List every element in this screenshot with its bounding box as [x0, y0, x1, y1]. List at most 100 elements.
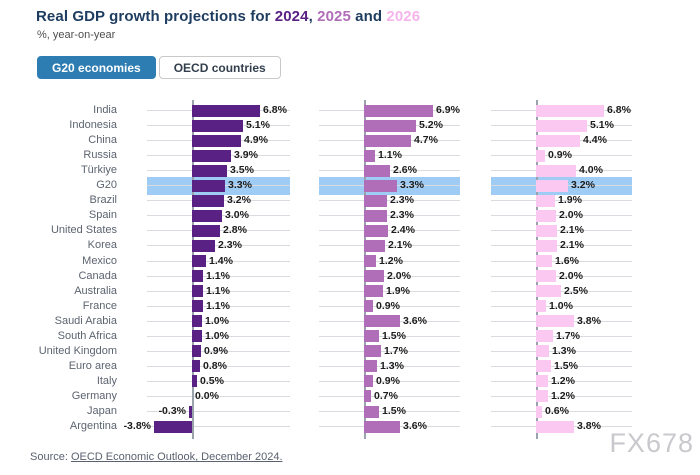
bar-2026[interactable] [536, 239, 557, 252]
bar-2025[interactable] [364, 134, 411, 147]
row-label: G20 [96, 179, 117, 192]
bar-2025[interactable] [364, 420, 400, 433]
bar-2026[interactable] [536, 345, 549, 358]
bar-2025[interactable] [364, 194, 387, 207]
gridline [319, 350, 460, 352]
bar-2024[interactable] [192, 285, 203, 298]
gridline [147, 411, 290, 412]
bar-2024[interactable] [154, 420, 192, 433]
bar-2025[interactable] [364, 179, 397, 192]
bar-2025[interactable] [364, 104, 433, 117]
gridline [491, 155, 632, 157]
bar-2025[interactable] [364, 119, 416, 132]
bar-2026[interactable] [536, 179, 568, 192]
bar-2024[interactable] [192, 164, 227, 177]
bar-2026[interactable] [536, 285, 561, 298]
gridline [147, 350, 290, 352]
bar-2024[interactable] [192, 149, 231, 162]
row-label: Spain [88, 209, 117, 222]
bar-2025[interactable] [364, 255, 376, 267]
bar-2025[interactable] [364, 360, 377, 373]
bar-2026[interactable] [536, 405, 542, 418]
bar-value-label: 3.3% [400, 179, 424, 192]
bar-2026[interactable] [536, 134, 580, 147]
row-label: Euro area [68, 359, 117, 372]
bar-2026[interactable] [536, 149, 545, 162]
bar-2024[interactable] [192, 345, 201, 358]
bar-2024[interactable] [192, 255, 206, 267]
bar-value-label: 3.3% [228, 179, 252, 192]
bar-2024[interactable] [192, 104, 260, 117]
bar-2025[interactable] [364, 149, 375, 162]
bar-2026[interactable] [536, 315, 574, 328]
bar-2024[interactable] [192, 194, 224, 207]
bar-2024[interactable] [192, 360, 200, 373]
bar-2026[interactable] [536, 375, 548, 388]
row-label: Saudi Arabia [54, 314, 117, 327]
bar-2026[interactable] [536, 420, 574, 433]
gridline [319, 365, 460, 367]
bar-2024[interactable] [189, 405, 192, 418]
bar-2024[interactable] [192, 300, 203, 313]
bar-2026[interactable] [536, 330, 553, 343]
bar-2026[interactable] [536, 270, 556, 283]
tab-oecd-countries[interactable]: OECD countries [158, 56, 281, 79]
source-prefix: Source: [30, 451, 71, 463]
bar-2025[interactable] [364, 300, 373, 313]
bar-2025[interactable] [364, 285, 383, 298]
bar-value-label: 1.3% [380, 359, 404, 372]
bar-2025[interactable] [364, 224, 388, 237]
bar-2024[interactable] [192, 270, 203, 283]
bar-2025[interactable] [364, 209, 387, 222]
source-link[interactable]: OECD Economic Outlook, December 2024. [70, 451, 283, 463]
gridline [491, 215, 632, 217]
bar-2024[interactable] [192, 315, 202, 328]
bar-2026[interactable] [536, 104, 604, 117]
gridline [491, 411, 632, 412]
bar-2025[interactable] [364, 390, 371, 403]
bar-2026[interactable] [536, 194, 555, 207]
bar-2024[interactable] [192, 375, 197, 388]
bar-value-label: 4.0% [579, 164, 603, 177]
bar-2024[interactable] [192, 224, 220, 237]
bar-2024[interactable] [192, 119, 243, 132]
bar-2025[interactable] [364, 315, 400, 328]
bar-value-label: 0.9% [204, 344, 228, 357]
bar-2025[interactable] [364, 375, 373, 388]
bar-2025[interactable] [364, 330, 379, 343]
bar-2024[interactable] [192, 330, 202, 343]
bar-2026[interactable] [536, 255, 552, 267]
bar-2026[interactable] [536, 390, 548, 403]
bar-value-label: 6.9% [436, 104, 460, 116]
gridline [147, 426, 290, 428]
bar-value-label: 3.2% [571, 179, 595, 192]
bar-2025[interactable] [364, 345, 381, 358]
bar-value-label: 4.4% [583, 134, 607, 147]
bar-value-label: 1.1% [206, 269, 230, 282]
bar-2026[interactable] [536, 224, 557, 237]
bar-2024[interactable] [192, 239, 215, 252]
bar-2025[interactable] [364, 164, 390, 177]
bar-2024[interactable] [192, 209, 222, 222]
bar-value-label: 1.3% [552, 344, 576, 357]
bar-2024[interactable] [192, 134, 241, 147]
bar-2026[interactable] [536, 300, 546, 313]
gridline [491, 260, 632, 262]
bar-2025[interactable] [364, 239, 385, 252]
bar-value-label: 1.2% [551, 374, 575, 387]
gridline [319, 245, 460, 247]
tab-g20-economies[interactable]: G20 economies [37, 56, 156, 79]
bar-2026[interactable] [536, 119, 587, 132]
bar-value-label: 0.9% [376, 374, 400, 387]
bar-2026[interactable] [536, 360, 551, 373]
bar-2026[interactable] [536, 164, 576, 177]
bar-2025[interactable] [364, 270, 384, 283]
gridline [147, 395, 290, 397]
bar-2025[interactable] [364, 405, 379, 418]
gridline [319, 230, 460, 232]
bar-value-label: 1.9% [386, 284, 410, 297]
bar-2024[interactable] [192, 179, 225, 192]
bar-2026[interactable] [536, 209, 556, 222]
gridline [319, 395, 460, 397]
